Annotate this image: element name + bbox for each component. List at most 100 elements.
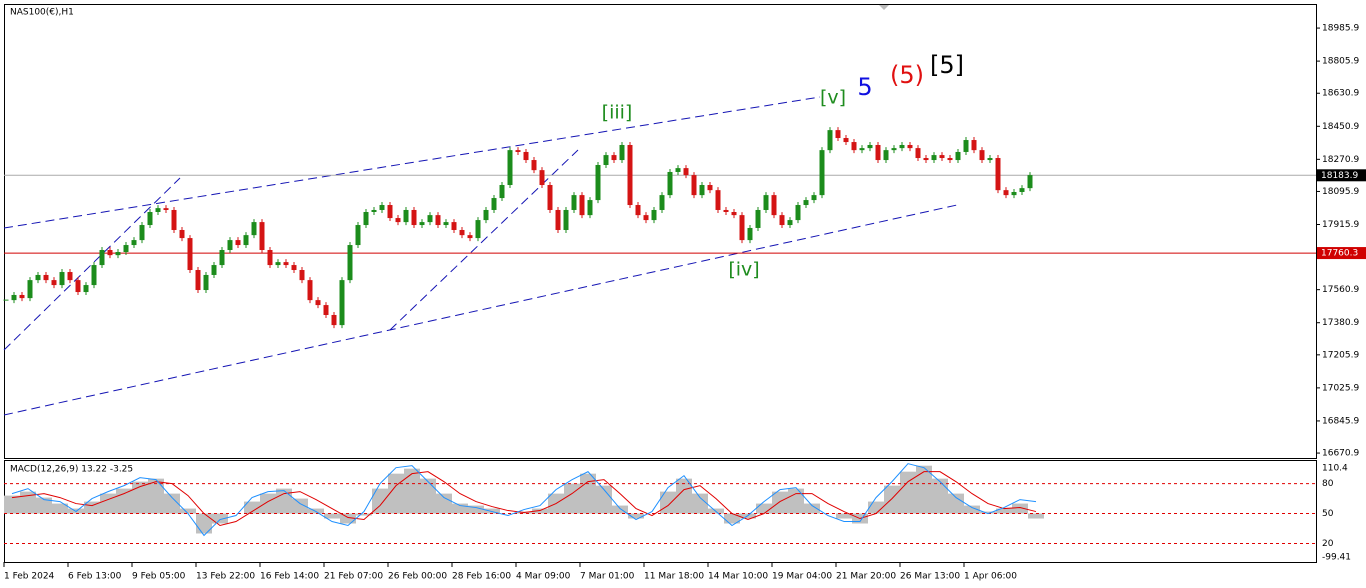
histogram-bar — [596, 485, 612, 514]
histogram-bar — [868, 501, 884, 514]
histogram-bar — [612, 505, 628, 514]
main-pane — [4, 4, 1317, 459]
wave-label: (5) — [890, 61, 924, 89]
histogram-bar — [660, 491, 676, 514]
x-tick-label: 6 Feb 13:00 — [68, 572, 122, 582]
histogram-bar — [36, 497, 52, 514]
y-tick-label: 18630.9 — [1322, 89, 1359, 99]
histogram-bar — [932, 478, 948, 514]
y-tick-label: 18450.9 — [1322, 122, 1359, 132]
histogram-bar — [996, 508, 1012, 514]
y-tick-label: 17915.9 — [1322, 220, 1359, 230]
x-tick-label: 9 Feb 05:00 — [132, 572, 186, 582]
level-label: 17760.3 — [1321, 249, 1358, 259]
histogram-bar — [436, 493, 452, 514]
x-tick-label: 21 Mar 20:00 — [836, 572, 896, 582]
x-tick-label: 26 Mar 13:00 — [900, 572, 960, 582]
x-tick-label: 21 Feb 07:00 — [324, 572, 383, 582]
y-tick-label: 17025.9 — [1322, 383, 1359, 393]
y-tick-label: 16845.9 — [1322, 416, 1359, 426]
histogram-bar — [4, 495, 20, 514]
histogram-bar — [372, 488, 388, 514]
histogram-bar — [420, 478, 436, 514]
y-tick-label: 20 — [1322, 539, 1334, 549]
y-tick-label: 18095.9 — [1322, 187, 1359, 197]
histogram-bar — [52, 503, 68, 514]
histogram-bar — [772, 491, 788, 514]
signal-line — [11, 471, 1037, 527]
histogram-bar — [964, 505, 980, 514]
upper-channel — [3, 96, 821, 229]
histogram-bar — [756, 503, 772, 514]
histogram-bar — [84, 501, 100, 514]
wave-label: [iv] — [728, 259, 759, 281]
x-tick-label: 14 Mar 10:00 — [708, 572, 768, 582]
histogram-bar — [724, 513, 740, 524]
y-tick-label: 16670.9 — [1322, 449, 1359, 459]
x-tick-label: 13 Feb 22:00 — [196, 572, 255, 582]
histogram-bar — [948, 493, 964, 514]
histogram-bar — [452, 503, 468, 514]
histogram-bar — [196, 513, 212, 534]
histogram-bar — [148, 478, 164, 514]
y-tick-label: 17380.9 — [1322, 318, 1359, 328]
y-tick-label: 17560.9 — [1322, 285, 1359, 295]
histogram-bar — [404, 468, 420, 514]
histogram-bar — [628, 513, 644, 519]
x-tick-label: 1 Apr 06:00 — [964, 572, 1017, 582]
histogram-bar — [468, 505, 484, 514]
macd-line — [11, 463, 1037, 537]
trendlines — [3, 96, 958, 416]
y-tick-label: 17205.9 — [1322, 350, 1359, 360]
x-tick-label: 4 Mar 09:00 — [516, 572, 571, 582]
histogram-bar — [292, 498, 308, 514]
histogram-bar — [580, 473, 596, 514]
histogram-bar — [164, 493, 180, 514]
histogram-bar — [564, 483, 580, 514]
histogram-bar — [244, 501, 260, 514]
last-price-box — [1317, 169, 1366, 182]
histogram-bar — [836, 513, 852, 519]
lower-channel — [3, 204, 958, 416]
histogram-bar — [180, 508, 196, 514]
x-tick-label: 26 Feb 00:00 — [388, 572, 447, 582]
y-tick-label: 18985.9 — [1322, 24, 1359, 34]
y-tick-label: 18805.9 — [1322, 57, 1359, 67]
histogram-bar — [388, 473, 404, 514]
wave-label: [iii] — [602, 102, 633, 124]
scale-min: -99.41 — [1322, 553, 1351, 563]
level-box — [1317, 247, 1366, 260]
histogram-bar — [260, 493, 276, 514]
histogram-bar — [356, 513, 372, 516]
wave-label: [v] — [820, 87, 846, 109]
histogram-bar — [884, 485, 900, 514]
histogram-bar — [788, 488, 804, 514]
wave-label: [5] — [930, 51, 964, 79]
histogram-bar — [116, 488, 132, 514]
x-tick-label: 19 Mar 04:00 — [772, 572, 832, 582]
x-tick-label: 28 Feb 16:00 — [452, 572, 511, 582]
histogram-bar — [1028, 513, 1044, 519]
histogram-bar — [340, 513, 356, 524]
chart-title: NAS100(€),H1 — [10, 8, 74, 18]
macd-title: MACD(12,26,9) 13.22 -3.25 — [10, 465, 133, 475]
x-tick-label: 1 Feb 2024 — [4, 572, 55, 582]
y-tick-label: 50 — [1322, 509, 1334, 519]
histogram-bar — [20, 491, 36, 514]
x-tick-label: 16 Feb 14:00 — [260, 572, 319, 582]
histogram-bar — [900, 471, 916, 514]
shift-marker — [879, 5, 889, 10]
y-tick-label: 18270.9 — [1322, 155, 1359, 165]
histogram-bar — [916, 465, 932, 514]
histogram-bar — [132, 481, 148, 514]
y-tick-label: 80 — [1322, 479, 1334, 489]
scale-max: 110.4 — [1322, 464, 1348, 474]
histogram-bar — [324, 513, 340, 519]
histogram-bar — [692, 493, 708, 514]
histogram-bar — [100, 493, 116, 514]
histogram-bar — [1012, 503, 1028, 514]
x-tick-label: 11 Mar 18:00 — [644, 572, 704, 582]
channel-mid — [389, 149, 579, 331]
x-tick-label: 7 Mar 01:00 — [580, 572, 635, 582]
